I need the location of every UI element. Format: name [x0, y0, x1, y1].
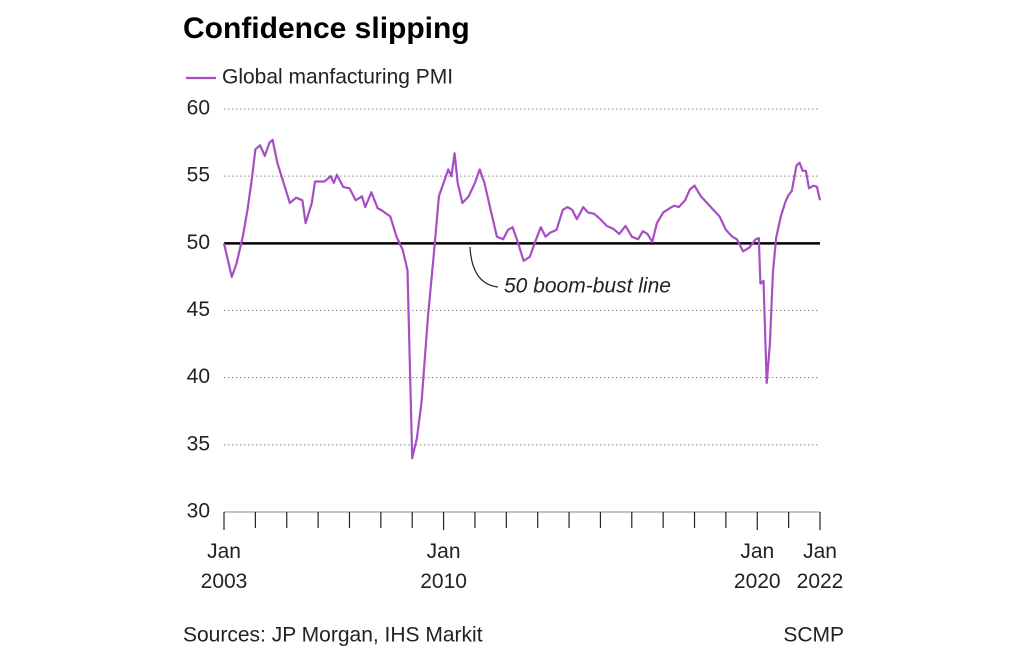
y-tick-label: 30: [187, 500, 210, 523]
source: Sources: JP Morgan, IHS Markit: [183, 624, 483, 647]
x-tick-label: Jan 2003: [201, 540, 248, 593]
y-tick-label: 60: [187, 97, 210, 120]
legend-label: Global manfacturing PMI: [222, 66, 453, 89]
x-tick-label: Jan 2022: [797, 540, 844, 593]
y-tick-label: 55: [187, 164, 210, 187]
x-tick-label: Jan 2020: [734, 540, 781, 593]
annotation: 50 boom-bust line: [504, 275, 671, 298]
y-tick-label: 50: [187, 231, 210, 254]
y-tick-label: 45: [187, 298, 210, 321]
credit: SCMP: [783, 624, 844, 647]
y-tick-label: 40: [187, 365, 210, 388]
y-tick-label: 35: [187, 432, 210, 455]
x-tick-label: Jan 2010: [420, 540, 467, 593]
annotation-leader: [469, 246, 499, 288]
data-line: [222, 138, 822, 460]
chart-title: Confidence slipping: [183, 12, 470, 45]
